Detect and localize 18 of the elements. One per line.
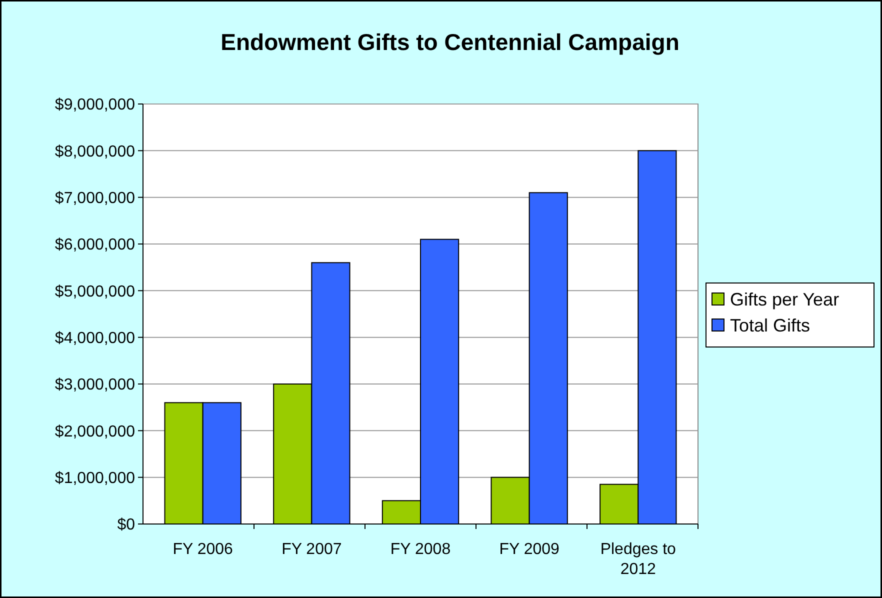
legend-label: Gifts per Year	[730, 289, 840, 310]
x-tick-label: FY 2007	[282, 541, 342, 558]
y-tick-label: $4,000,000	[54, 330, 136, 347]
y-tick-label: $7,000,000	[54, 190, 136, 207]
y-tick-label: $0	[117, 516, 136, 534]
chart-title: Endowment Gifts to Centennial Campaign	[220, 29, 680, 55]
y-tick-label: $1,000,000	[54, 470, 136, 487]
legend-label: Total Gifts	[730, 315, 810, 336]
x-tick-label: FY 2009	[499, 541, 560, 558]
x-tick-label: FY 2008	[390, 541, 451, 558]
x-tick-label: Pledges to 2012	[600, 541, 676, 578]
y-tick-label: $5,000,000	[54, 283, 136, 300]
y-tick-label: $6,000,000	[54, 236, 136, 254]
y-tick-label: $2,000,000	[54, 423, 136, 440]
y-tick-label: $9,000,000	[54, 96, 136, 114]
y-tick-label: $8,000,000	[54, 143, 136, 160]
y-tick-label: $3,000,000	[54, 376, 136, 394]
x-tick-label: FY 2006	[172, 541, 234, 558]
